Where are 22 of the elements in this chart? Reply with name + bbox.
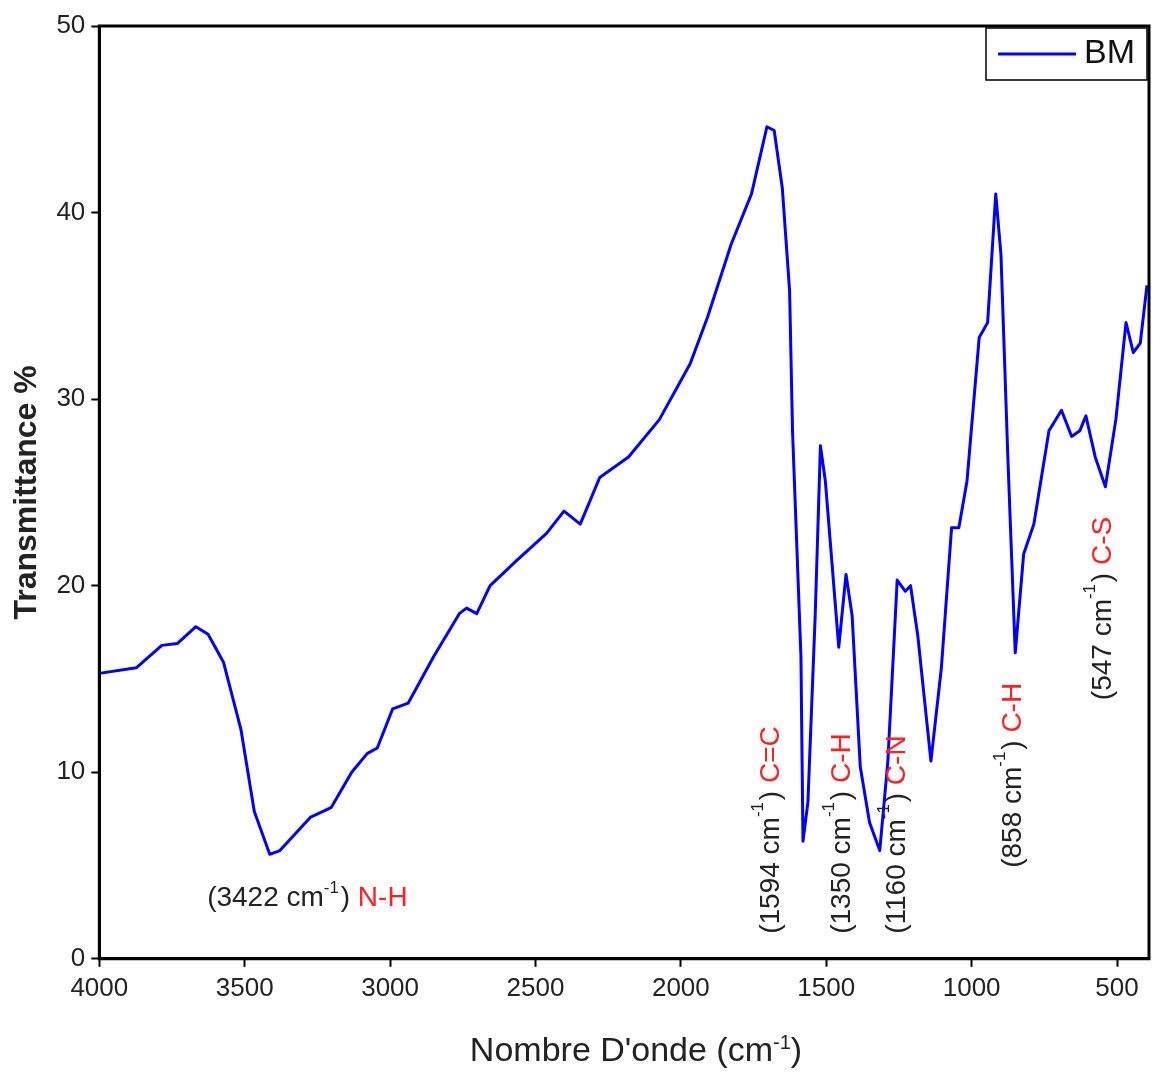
x-axis-title: Nombre D'onde (cm$^{-1}$) xyxy=(468,1030,804,1069)
y-axis-title: Transmittance % xyxy=(7,365,44,620)
x-tick-label: 4000 xyxy=(70,971,129,1002)
annotation: (858 cm-1) C-H xyxy=(989,682,1027,868)
legend-label: BM xyxy=(1084,32,1135,71)
annotation: (1160 cm-1) C-N xyxy=(874,735,911,934)
x-tick-label: 1000 xyxy=(942,971,1001,1002)
x-tick-label: 1500 xyxy=(797,971,856,1002)
annotation: (1350 cm-1) C-H xyxy=(818,733,856,934)
y-tick-label: 10 xyxy=(56,755,86,786)
x-tick-label: 2500 xyxy=(506,971,565,1002)
y-tick-label: 30 xyxy=(56,382,86,413)
y-tick-label: 0 xyxy=(70,941,86,972)
annotation: (1594 cm-1) C=C xyxy=(747,726,785,934)
y-tick-label: 40 xyxy=(56,195,86,226)
x-tick-label: 3000 xyxy=(361,971,420,1002)
x-tick-label: 2000 xyxy=(651,971,710,1002)
annotation: (547 cm-1) C-S xyxy=(1080,516,1118,701)
y-tick-label: 20 xyxy=(56,568,86,599)
x-tick-label: 500 xyxy=(1095,971,1139,1002)
x-tick-label: 3500 xyxy=(215,971,274,1002)
y-tick-label: 50 xyxy=(56,9,86,40)
